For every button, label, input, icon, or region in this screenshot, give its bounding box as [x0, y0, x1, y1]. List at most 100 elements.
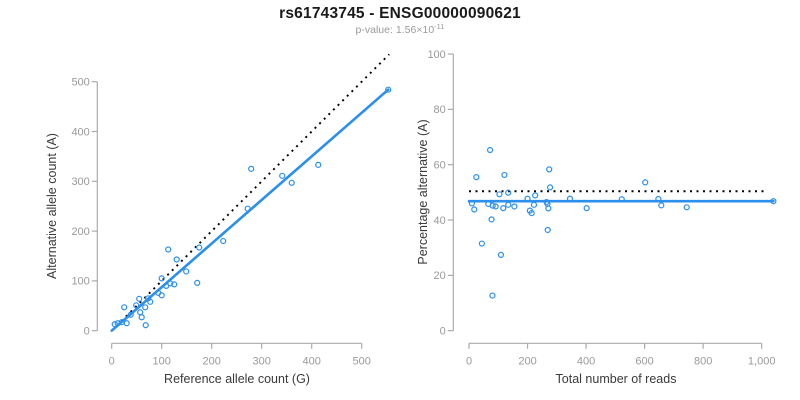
data-point: [489, 292, 496, 299]
data-point: [194, 279, 201, 286]
percentage-alternative-yaxis-label: Percentage alternative (A): [416, 119, 430, 265]
data-point: [147, 298, 154, 305]
data-point: [142, 304, 149, 311]
data-point: [488, 216, 495, 223]
data-point: [492, 203, 499, 210]
data-point: [683, 204, 690, 211]
x-tick-label: 400: [577, 355, 595, 367]
x-tick-label: 200: [203, 355, 221, 367]
data-point: [114, 320, 121, 327]
data-point: [583, 205, 590, 212]
data-point: [618, 196, 625, 203]
data-point: [279, 172, 286, 179]
data-point: [770, 198, 777, 205]
x-tick-label: 300: [253, 355, 271, 367]
axes: 0 20 40 60 80 100 0 200 400 600 800 1,000: [427, 49, 775, 367]
x-tick-label: 400: [303, 355, 321, 367]
x-tick-label: 200: [518, 355, 536, 367]
x-tick-label: 100: [153, 355, 171, 367]
data-point: [545, 205, 552, 212]
y-tick-label: 200: [71, 226, 89, 238]
data-point: [655, 195, 662, 203]
data-point: [127, 311, 134, 318]
y-tick-label: 100: [71, 276, 89, 288]
data-point: [478, 240, 485, 247]
x-tick-label: 1,000: [748, 355, 776, 367]
data-point: [544, 226, 551, 234]
data-point: [546, 166, 553, 173]
data-point: [530, 201, 538, 208]
data-point: [500, 205, 507, 212]
y-tick-label: 60: [434, 159, 446, 171]
data-point: [288, 179, 295, 186]
data-point: [158, 292, 165, 299]
alternative-allele-yaxis-label: Alternative allele count (A): [45, 133, 59, 279]
data-point: [642, 179, 649, 186]
data-point: [385, 86, 392, 93]
plot-title: rs61743745 - ENSG00000090621: [279, 5, 521, 22]
data-point: [158, 275, 165, 282]
data-point: [511, 203, 518, 210]
data-point: [473, 174, 480, 181]
data-point: [471, 206, 478, 213]
data-point: [133, 302, 140, 309]
data-point: [171, 281, 178, 288]
data-point: [505, 201, 512, 208]
data-point: [497, 251, 505, 258]
y-tick-label: 20: [434, 270, 446, 282]
data-point: [248, 165, 255, 172]
points-group: [468, 146, 777, 299]
points-group: [111, 86, 392, 329]
data-point: [566, 195, 574, 202]
data-point: [136, 295, 143, 302]
pvalue-times-ten: ×10: [416, 24, 435, 36]
data-point: [196, 244, 203, 251]
data-point: [315, 161, 322, 168]
data-point: [468, 200, 476, 207]
plot-subtitle: p-value: 1.56×10-11: [0, 22, 800, 36]
reference-allele-xaxis-label: Reference allele count (G): [164, 372, 310, 386]
y-tick-label: 80: [434, 104, 446, 116]
data-point: [111, 321, 118, 328]
x-tick-label: 0: [109, 355, 115, 367]
data-point: [524, 195, 531, 202]
pvalue-label: p-value:: [355, 24, 393, 36]
total-reads-xaxis-label: Total number of reads: [555, 372, 677, 386]
y-tick-label: 0: [84, 326, 90, 338]
x-tick-label: 800: [694, 355, 712, 367]
data-point: [546, 184, 554, 191]
axes: 0 100 200 300 400 500 0 100 200 300 400 500: [71, 77, 370, 368]
data-point: [501, 171, 508, 179]
data-point: [142, 322, 149, 329]
y-tick-label: 100: [427, 49, 445, 61]
data-point: [183, 268, 190, 275]
data-point: [138, 314, 145, 321]
y-tick-label: 400: [71, 126, 89, 138]
pvalue-mantissa: 1.56: [395, 24, 417, 36]
data-point: [121, 304, 128, 311]
data-point: [173, 256, 180, 263]
y-tick-label: 40: [434, 215, 446, 227]
x-tick-label: 500: [353, 355, 371, 367]
data-point: [167, 280, 174, 287]
data-point: [496, 191, 503, 198]
y-tick-label: 300: [71, 176, 89, 188]
data-point: [489, 202, 496, 209]
x-tick-label: 0: [466, 355, 472, 367]
data-point: [505, 189, 512, 196]
data-point: [658, 202, 665, 209]
data-point: [123, 320, 130, 327]
y-tick-label: 0: [440, 326, 446, 338]
x-tick-label: 600: [635, 355, 653, 367]
data-point: [165, 246, 172, 253]
pvalue-exponent: -11: [434, 22, 445, 31]
data-point: [532, 192, 539, 199]
y-tick-label: 500: [71, 77, 89, 89]
data-point: [220, 237, 227, 245]
data-point: [244, 205, 251, 212]
data-point: [528, 210, 535, 217]
data-point: [486, 146, 494, 154]
